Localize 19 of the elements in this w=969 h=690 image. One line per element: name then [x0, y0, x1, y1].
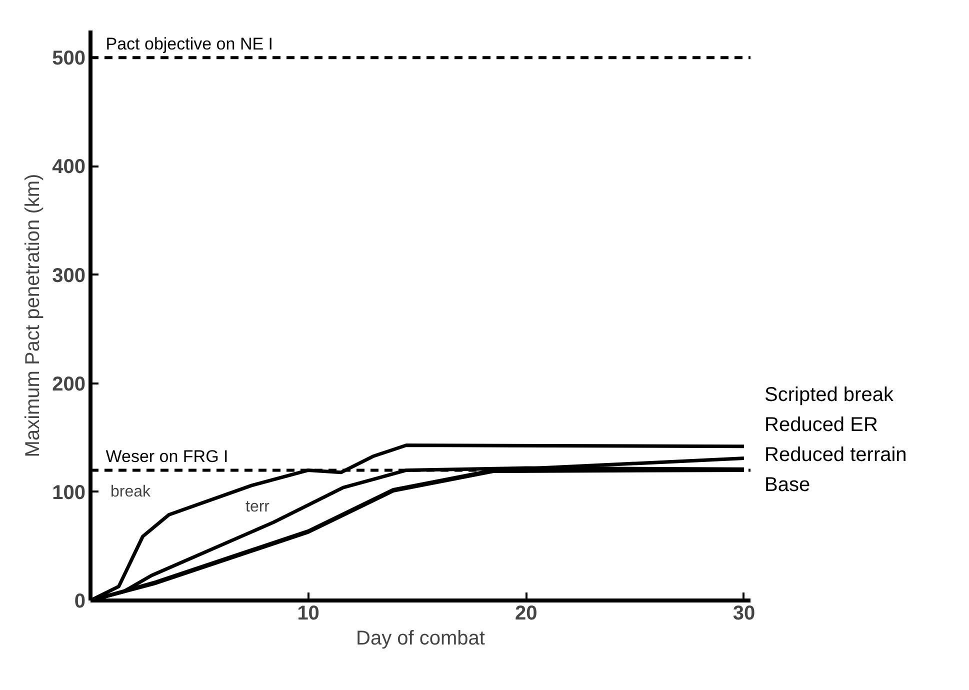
- y-tick-label: 300: [52, 264, 86, 287]
- series-label: Base: [764, 474, 810, 496]
- x-tick-label: 20: [515, 602, 538, 624]
- y-tick-label: 200: [52, 373, 86, 396]
- x-tick-label: 10: [297, 602, 320, 624]
- x-axis-title: Day of combat: [356, 628, 486, 650]
- series-label: Reduced terrain: [764, 444, 907, 466]
- text: Scripted break: [764, 384, 894, 406]
- x-tick-label: 30: [732, 602, 756, 624]
- y-tick-label: 100: [52, 482, 86, 504]
- annotation: terr: [246, 498, 270, 516]
- series-label: Reduced ER: [764, 414, 878, 436]
- y-tick-label: 500: [52, 48, 86, 70]
- annotation: break: [110, 484, 152, 500]
- y-axis-title: Maximum Pact penetration (km): [22, 174, 44, 458]
- y-tick-label: 0: [74, 590, 86, 612]
- y-tick-label: 400: [52, 156, 86, 178]
- ref-line-label: Weser on FRG I: [106, 447, 228, 466]
- ref-line-label: Pact objective on NE I: [106, 34, 274, 54]
